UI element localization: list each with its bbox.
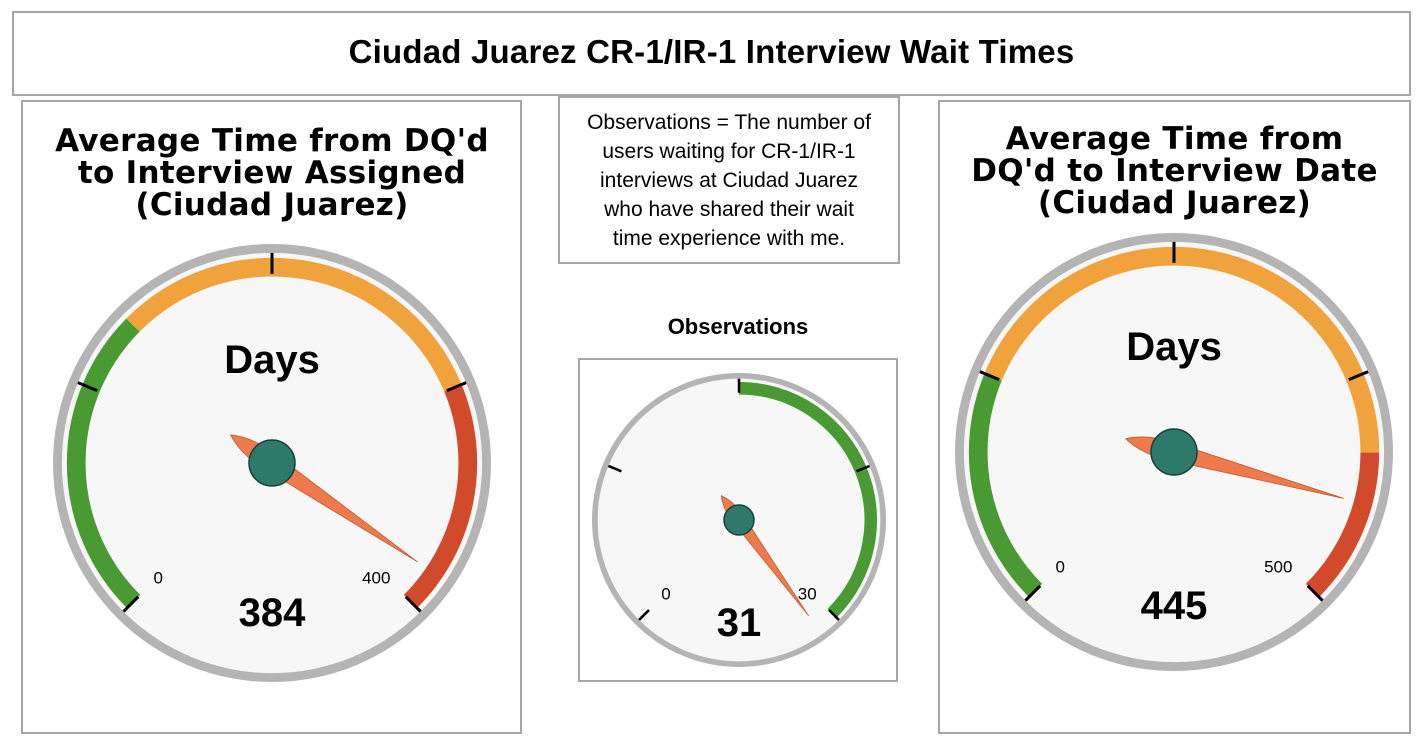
gauge-band xyxy=(66,318,141,609)
right-title-line-1: Average Time from xyxy=(1005,121,1344,157)
gauge-band xyxy=(403,384,478,609)
gauge-tick xyxy=(638,609,650,621)
left-gauge-title: Average Time from DQ'd to Interview Assi… xyxy=(22,125,522,221)
gauge-hub xyxy=(248,439,296,487)
observations-title: Observations xyxy=(667,314,809,339)
gauge-tick xyxy=(122,595,140,613)
interview-date-gauge: 0 500 Days 445 xyxy=(955,233,1393,671)
right-title-line-2: DQ'd to Interview Date xyxy=(971,153,1378,189)
gauge-max-label: 30 xyxy=(798,585,817,604)
gauge-tick xyxy=(979,370,1000,381)
left-title-line-1: Average Time from DQ'd xyxy=(55,123,489,159)
right-title-line-3: (Ciudad Juarez) xyxy=(1037,185,1312,221)
gauge-tick xyxy=(404,595,422,613)
gauge-band xyxy=(1305,452,1380,598)
gauge-min-label: 0 xyxy=(154,568,163,587)
observations-note: Observations = The number of users waiti… xyxy=(558,96,900,264)
gauge-max-label: 500 xyxy=(1264,557,1292,576)
header-box: Ciudad Juarez CR-1/IR-1 Interview Wait T… xyxy=(12,11,1411,96)
gauge-value-label: 31 xyxy=(717,601,762,645)
gauge-hub xyxy=(1150,428,1198,476)
gauge-band xyxy=(968,373,1043,598)
page-title: Ciudad Juarez CR-1/IR-1 Interview Wait T… xyxy=(348,33,1075,70)
assigned-gauge: 0 400 Days 384 xyxy=(53,244,491,682)
gauge-band xyxy=(126,257,462,392)
gauge-unit-label: Days xyxy=(224,338,320,382)
gauge-value-label: 384 xyxy=(239,591,306,635)
note-line-5: time experience with me. xyxy=(612,227,846,250)
right-gauge-title: Average Time from DQ'd to Interview Date… xyxy=(938,123,1411,219)
left-title-line-2: to Interview Assigned xyxy=(77,155,467,191)
note-line-2: users waiting for CR-1/IR-1 xyxy=(602,140,856,163)
gauge-tick xyxy=(446,381,467,392)
note-line-3: interviews at Ciudad Juarez xyxy=(600,169,858,192)
gauge-band xyxy=(984,246,1380,453)
gauge-tick xyxy=(1348,370,1369,381)
note-line-1: Observations = The number of xyxy=(587,111,871,134)
gauge-tick xyxy=(77,381,98,392)
gauge-tick xyxy=(607,464,622,473)
gauge-tick xyxy=(1024,584,1042,602)
gauge-tick xyxy=(1306,584,1324,602)
gauge-hub xyxy=(723,504,755,536)
observations-gauge: 0 30 31 xyxy=(592,373,886,667)
gauge-min-label: 0 xyxy=(1056,557,1065,576)
gauge-unit-label: Days xyxy=(1126,325,1222,369)
gauge-tick xyxy=(856,464,871,473)
gauge-max-label: 400 xyxy=(362,568,390,587)
gauge-min-label: 0 xyxy=(661,585,670,604)
gauge-value-label: 445 xyxy=(1141,584,1208,628)
left-title-line-3: (Ciudad Juarez) xyxy=(135,187,409,223)
note-line-4: who have shared their wait xyxy=(604,198,854,221)
gauge-tick xyxy=(828,609,840,621)
